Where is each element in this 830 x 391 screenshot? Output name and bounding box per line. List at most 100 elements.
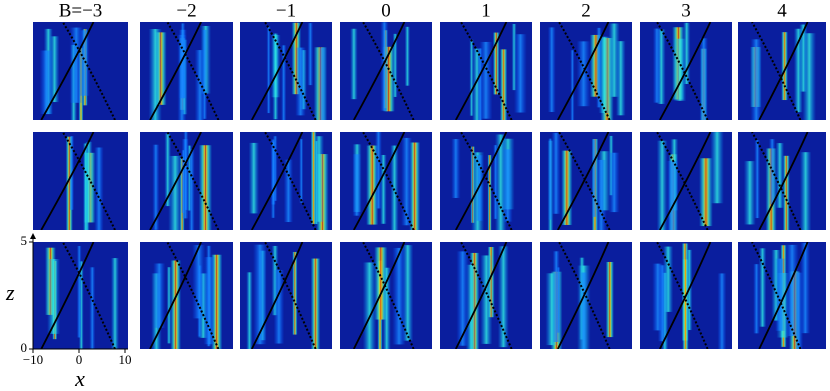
dotted-curve xyxy=(61,132,116,230)
solid-curve xyxy=(758,22,809,120)
stripe xyxy=(591,139,597,217)
stripe xyxy=(181,150,186,213)
dotted-curve xyxy=(656,132,709,230)
stripe xyxy=(164,133,171,207)
stripe xyxy=(656,29,666,104)
panel xyxy=(738,242,826,349)
dotted-curve xyxy=(460,22,513,120)
dotted-curve xyxy=(362,22,415,120)
stripe xyxy=(170,260,181,349)
panel xyxy=(640,242,732,349)
stripe xyxy=(502,149,513,222)
stripe xyxy=(480,255,493,344)
panel xyxy=(240,22,332,120)
solid-curve xyxy=(251,22,304,120)
stripe xyxy=(168,155,182,230)
stripe xyxy=(608,23,620,97)
panel xyxy=(33,22,128,120)
solid-curve xyxy=(40,242,95,349)
stripe xyxy=(513,34,527,113)
panel xyxy=(140,22,233,120)
stripe xyxy=(781,32,788,101)
stripe xyxy=(350,28,358,100)
x-tick-label: −10 xyxy=(23,352,43,367)
stripe xyxy=(605,261,614,338)
stripe xyxy=(499,49,508,120)
stripe xyxy=(775,143,785,208)
stripe xyxy=(456,251,469,346)
dotted-curve xyxy=(558,22,611,120)
x-tick-label: 0 xyxy=(76,352,83,367)
stripe xyxy=(551,132,561,214)
stripe xyxy=(94,147,104,230)
stripe xyxy=(152,144,160,230)
stripe xyxy=(253,244,267,345)
stripe xyxy=(465,264,477,349)
stripe xyxy=(608,152,620,213)
stripe xyxy=(194,50,206,120)
stripe xyxy=(273,270,285,344)
stripe xyxy=(392,247,406,345)
dotted-curve xyxy=(751,242,802,349)
stripe xyxy=(710,132,724,204)
stripe xyxy=(201,29,208,119)
stripe xyxy=(375,132,382,209)
panel xyxy=(640,22,732,120)
solid-curve xyxy=(40,132,95,230)
solid-curve xyxy=(557,22,610,120)
stripe xyxy=(39,50,54,115)
stripe xyxy=(110,258,120,349)
dotted-curve xyxy=(61,242,116,349)
solid-curve xyxy=(149,22,202,120)
stripe xyxy=(390,145,399,230)
panel xyxy=(340,22,432,120)
panel xyxy=(640,132,732,230)
column-label: B=−3 xyxy=(59,0,103,21)
panel xyxy=(540,132,632,230)
solid-curve xyxy=(557,132,610,230)
stripe xyxy=(392,33,398,97)
stripe xyxy=(85,141,93,223)
panel xyxy=(540,242,632,349)
stripe xyxy=(699,158,713,227)
solid-curve xyxy=(353,22,406,120)
stripe xyxy=(492,32,500,95)
stripe xyxy=(380,154,387,224)
stripe xyxy=(782,155,790,230)
stripe xyxy=(682,259,689,349)
column-label: −1 xyxy=(276,0,296,21)
panel xyxy=(140,242,233,349)
dotted-curve xyxy=(166,132,220,230)
stripe xyxy=(699,38,709,120)
dotted-curve xyxy=(558,132,611,230)
stripe xyxy=(475,155,484,221)
y-tick-label: 5 xyxy=(21,233,28,248)
dotted-curve xyxy=(751,132,802,230)
stripe xyxy=(758,248,767,327)
dotted-curve xyxy=(264,132,317,230)
solid-curve xyxy=(353,132,406,230)
stripe xyxy=(596,27,602,108)
stripe xyxy=(270,34,281,98)
stripe xyxy=(78,30,90,96)
panel xyxy=(540,22,632,120)
dotted-curve xyxy=(166,22,220,120)
stripe xyxy=(49,36,60,103)
stripe xyxy=(570,50,575,120)
stripe xyxy=(656,140,668,230)
stripe xyxy=(683,22,691,84)
dotted-curve xyxy=(558,242,611,349)
x-tick-label: 10 xyxy=(119,352,132,367)
x-axis-label: x xyxy=(74,366,85,391)
stripe xyxy=(652,28,661,103)
stripe xyxy=(753,264,760,334)
stripe xyxy=(183,132,189,210)
solid-curve xyxy=(149,132,202,230)
solid-curve xyxy=(758,132,809,230)
panel xyxy=(140,132,233,230)
stripe xyxy=(750,39,762,120)
stripe xyxy=(270,141,276,205)
panel xyxy=(440,22,532,120)
column-label: 1 xyxy=(481,0,491,21)
column-label: −2 xyxy=(176,0,196,21)
